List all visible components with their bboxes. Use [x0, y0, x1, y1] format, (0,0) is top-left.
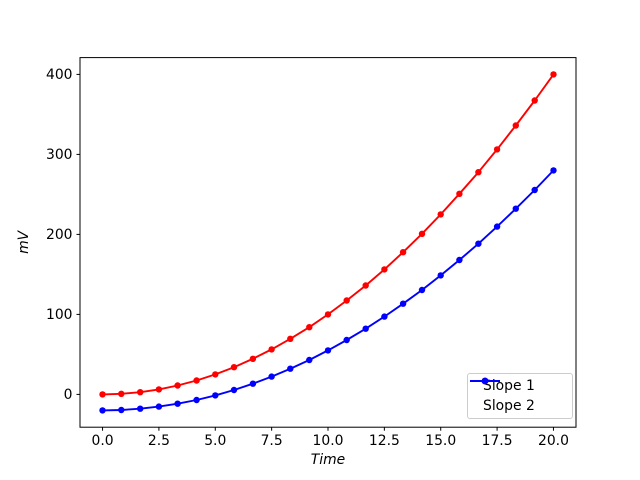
data-point-marker — [212, 371, 219, 378]
data-point-marker — [456, 256, 463, 264]
data-point-marker — [212, 392, 219, 399]
data-point-marker — [493, 223, 501, 230]
data-point-marker — [475, 169, 482, 176]
data-point-marker — [324, 347, 332, 354]
series-layer — [99, 71, 557, 414]
data-point-marker — [306, 356, 313, 364]
data-point-marker — [362, 325, 369, 332]
data-point-marker — [137, 405, 144, 412]
legend-label-slope-1: Slope 1 — [483, 378, 535, 394]
data-point-marker — [137, 389, 144, 396]
legend: Slope 1 Slope 2 — [467, 373, 573, 419]
data-point-marker — [418, 286, 426, 294]
data-point-marker — [287, 365, 294, 372]
x-tick-label: 15.0 — [425, 433, 456, 449]
data-point-marker — [399, 249, 407, 256]
data-point-marker — [512, 122, 519, 129]
y-tick-label: 400 — [46, 67, 73, 83]
data-point-marker — [324, 311, 332, 318]
data-point-marker — [362, 282, 369, 289]
x-tick-label: 7.5 — [261, 433, 283, 449]
y-tick-label: 100 — [46, 307, 73, 323]
data-point-marker — [493, 146, 501, 153]
y-tick-label: 300 — [46, 147, 73, 163]
series-slope-1 — [99, 71, 557, 398]
data-point-marker — [118, 406, 125, 414]
data-point-marker — [99, 407, 106, 414]
data-point-marker — [475, 240, 482, 247]
data-point-marker — [193, 396, 200, 404]
data-point-marker — [268, 373, 275, 380]
data-point-marker — [550, 71, 557, 78]
data-point-marker — [343, 336, 350, 344]
data-point-marker — [193, 377, 200, 384]
data-point-marker — [381, 266, 388, 273]
data-point-marker — [437, 211, 444, 218]
data-point-marker — [418, 230, 426, 237]
data-point-marker — [174, 400, 181, 407]
legend-swatch-line-marker-icon — [470, 377, 500, 385]
data-point-marker — [456, 190, 463, 197]
data-point-marker — [230, 364, 238, 371]
legend-label-slope-2: Slope 2 — [483, 398, 535, 414]
data-point-marker — [550, 167, 557, 174]
data-point-marker — [287, 335, 294, 342]
data-point-marker — [531, 186, 538, 194]
y-axis-label: mV — [16, 229, 32, 254]
data-point-marker — [268, 346, 275, 353]
series-slope-2 — [99, 167, 557, 414]
x-tick-label: 0.0 — [91, 433, 113, 449]
y-tick-label: 0 — [64, 387, 73, 403]
data-point-marker — [306, 324, 313, 331]
data-point-marker — [512, 205, 519, 212]
x-tick-label: 17.5 — [482, 433, 513, 449]
x-tick-label: 2.5 — [148, 433, 170, 449]
data-point-marker — [155, 386, 163, 393]
data-point-marker — [343, 297, 350, 304]
axes-spines — [79, 57, 577, 428]
data-point-marker — [118, 390, 125, 397]
data-point-marker — [381, 313, 388, 320]
x-tick-label: 10.0 — [313, 433, 344, 449]
data-point-marker — [174, 382, 181, 389]
legend-item-slope-2: Slope 2 — [470, 377, 566, 416]
y-axis-ticks: 0 100 200 300 400 — [46, 67, 80, 403]
x-axis-ticks: 0.0 2.5 5.0 7.5 10.0 12.5 15.0 17.5 20.0 — [91, 427, 569, 449]
data-point-marker — [399, 300, 407, 307]
x-tick-label: 20.0 — [538, 433, 569, 449]
data-point-marker — [531, 97, 538, 104]
data-point-marker — [249, 380, 257, 387]
data-point-marker — [437, 272, 444, 279]
x-tick-label: 5.0 — [204, 433, 226, 449]
data-point-marker — [230, 386, 238, 394]
data-point-marker — [155, 403, 163, 410]
data-point-marker — [99, 391, 106, 398]
x-tick-label: 12.5 — [369, 433, 400, 449]
x-axis-label: Time — [311, 452, 345, 468]
data-point-marker — [249, 355, 257, 362]
series-line — [101, 73, 555, 396]
y-tick-label: 200 — [46, 227, 73, 243]
